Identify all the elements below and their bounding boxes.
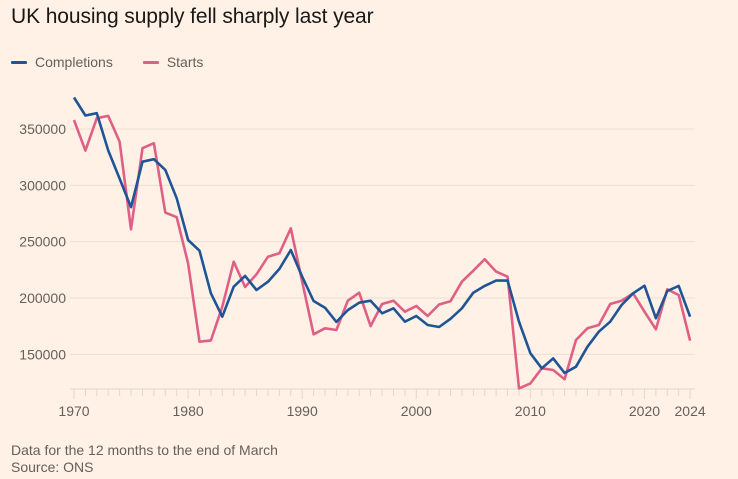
legend: Completions Starts xyxy=(11,53,233,71)
x-tick-label: 1990 xyxy=(287,403,318,419)
x-tick-label: 1970 xyxy=(58,403,89,419)
footnote: Data for the 12 months to the end of Mar… xyxy=(11,442,278,476)
y-axis-ticks: 150000 200000 250000 300000 350000 xyxy=(19,121,66,362)
x-axis: 1970 1980 1990 2000 2010 2020 2024 xyxy=(58,388,706,419)
x-tick-label: 2024 xyxy=(675,403,706,419)
series-line-starts xyxy=(72,114,692,390)
series-line-completions xyxy=(72,96,692,375)
y-tick-label: 250000 xyxy=(19,234,66,250)
x-tick-label: 2020 xyxy=(629,403,660,419)
legend-item-completions: Completions xyxy=(11,54,113,70)
gridlines xyxy=(70,128,695,355)
legend-label-starts: Starts xyxy=(166,54,204,70)
y-tick-label: 200000 xyxy=(19,290,66,306)
y-tick-label: 300000 xyxy=(19,177,66,193)
footnote-note: Data for the 12 months to the end of Mar… xyxy=(11,442,278,458)
legend-swatch-completions xyxy=(11,60,27,64)
y-tick-label: 350000 xyxy=(19,121,66,137)
legend-swatch-starts xyxy=(142,60,159,64)
x-tick-label: 1980 xyxy=(173,403,204,419)
legend-label-completions: Completions xyxy=(35,54,113,70)
chart-title: UK housing supply fell sharply last year xyxy=(11,5,374,28)
series-lines xyxy=(72,96,692,390)
footnote-source: Source: ONS xyxy=(11,459,94,475)
x-tick-label: 2000 xyxy=(401,403,432,419)
y-tick-label: 150000 xyxy=(19,346,66,362)
x-tick-label: 2010 xyxy=(515,403,546,419)
legend-item-starts: Starts xyxy=(142,54,204,70)
